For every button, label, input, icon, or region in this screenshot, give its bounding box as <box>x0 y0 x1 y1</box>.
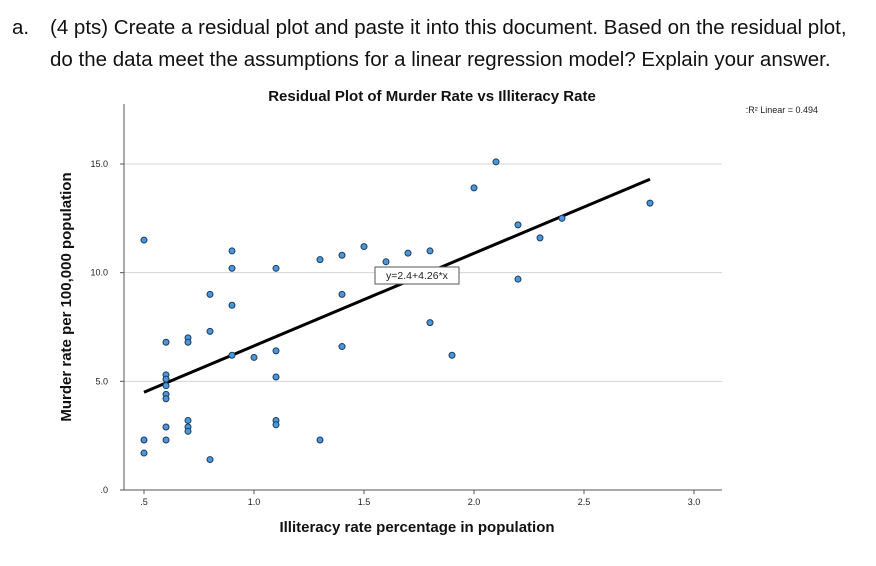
data-point <box>228 264 236 272</box>
data-point <box>184 416 192 424</box>
data-point <box>316 436 324 444</box>
x-tick-label: 3.0 <box>688 497 701 507</box>
data-point <box>536 234 544 242</box>
y-tick-label: .0 <box>100 485 108 495</box>
data-point <box>338 343 346 351</box>
data-point <box>206 327 214 335</box>
data-point <box>382 258 390 266</box>
data-point <box>338 290 346 298</box>
data-point <box>272 347 280 355</box>
chart-title: Residual Plot of Murder Rate vs Illitera… <box>268 88 596 105</box>
fit-line-label-box <box>374 266 460 285</box>
x-tick-label: 2.5 <box>578 497 591 507</box>
data-point <box>140 436 148 444</box>
data-point <box>228 301 236 309</box>
y-axis-label: Murder rate per 100,000 population <box>58 172 75 421</box>
x-tick-label: 1.5 <box>358 497 371 507</box>
r2-legend: :R² Linear = 0.494 <box>746 105 818 115</box>
data-point <box>184 338 192 346</box>
data-point <box>272 373 280 381</box>
data-point <box>162 375 170 383</box>
data-point <box>184 427 192 435</box>
data-point <box>206 290 214 298</box>
data-point <box>316 256 324 264</box>
data-point <box>404 249 412 257</box>
fit-line <box>143 177 651 394</box>
x-axis-label: Illiteracy rate percentage in population <box>279 519 554 536</box>
x-tick-label: .5 <box>140 497 148 507</box>
data-point <box>360 243 368 251</box>
fit-line-label: y=2.4+4.26*x <box>386 270 449 282</box>
data-point <box>558 214 566 222</box>
data-point <box>514 275 522 283</box>
y-tick-label: 15.0 <box>90 159 108 169</box>
data-point <box>162 436 170 444</box>
data-point <box>514 221 522 229</box>
data-point <box>448 351 456 359</box>
data-point <box>470 184 478 192</box>
data-point <box>228 351 236 359</box>
data-point <box>426 319 434 327</box>
question-letter: a. <box>12 16 30 39</box>
data-point <box>272 421 280 429</box>
data-point <box>162 338 170 346</box>
data-point <box>338 251 346 259</box>
data-point <box>162 395 170 403</box>
data-point <box>162 423 170 431</box>
data-point <box>228 247 236 255</box>
data-point <box>492 158 500 166</box>
data-point <box>162 382 170 390</box>
data-point <box>140 236 148 244</box>
question-line-1: (4 pts) Create a residual plot and paste… <box>50 16 847 39</box>
data-point <box>140 449 148 457</box>
data-point <box>206 456 214 464</box>
data-point <box>250 353 258 361</box>
x-tick-label: 2.0 <box>468 497 481 507</box>
data-point <box>426 247 434 255</box>
x-tick-label: 1.0 <box>248 497 261 507</box>
y-tick-label: 5.0 <box>95 376 108 386</box>
y-tick-label: 10.0 <box>90 268 108 278</box>
question-line-2: do the data meet the assumptions for a l… <box>50 48 831 71</box>
data-point <box>646 199 654 207</box>
data-point <box>272 264 280 272</box>
